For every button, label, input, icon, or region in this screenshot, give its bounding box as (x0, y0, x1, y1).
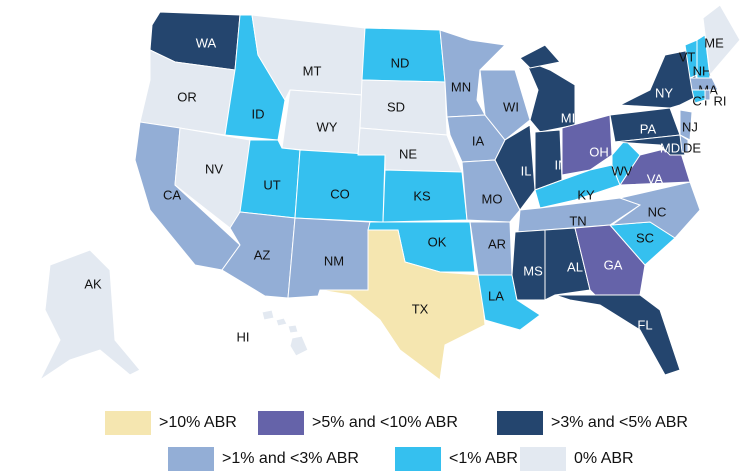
state-shape (561, 114, 613, 176)
legend-swatch (258, 411, 304, 435)
state-shape (275, 317, 288, 327)
state-layer: WA OR CA NV ID MT WY UT CO AZ NM ND SD NE KS OK TX MN IA MO… (38, 4, 741, 382)
legend-label: >3% and <5% ABR (551, 414, 688, 431)
state-shape (519, 44, 561, 69)
state-shape (461, 159, 521, 223)
state-label: WY (317, 119, 338, 134)
state-label: WV (612, 163, 633, 178)
legend-label: >1% and <3% ABR (222, 450, 359, 467)
state-label: NY (655, 85, 673, 100)
state-label: LA (488, 288, 504, 303)
state-label: FL (637, 317, 652, 332)
legend-swatch (497, 411, 543, 435)
state-label: AK (84, 276, 102, 291)
state-label: NM (324, 253, 344, 268)
state-label: OK (428, 234, 447, 249)
legend-swatch (395, 447, 441, 471)
state-label: SC (636, 230, 654, 245)
state-label: MO (482, 191, 503, 206)
state-label: DE (683, 140, 701, 155)
state-shape (439, 29, 507, 118)
legend-label: 0% ABR (574, 450, 634, 467)
state-label: IA (472, 133, 485, 148)
state-label: NV (205, 161, 223, 176)
state-label: ID (252, 106, 265, 121)
state-label: WA (196, 35, 217, 50)
state-label: TX (412, 301, 429, 316)
state-shape (702, 4, 741, 77)
state-label: HI (237, 329, 250, 344)
state-label: NE (399, 146, 417, 161)
state-shape (524, 59, 576, 133)
state-label: KS (413, 188, 431, 203)
state-label: NJ (682, 119, 698, 134)
state-label: MT (303, 63, 322, 78)
state-label: AZ (254, 247, 271, 262)
state-shape (38, 249, 141, 382)
state-label: CA (163, 187, 181, 202)
legend-label: >5% and <10% ABR (312, 414, 458, 431)
state-label: WI (503, 99, 519, 114)
state-label: KY (577, 187, 595, 202)
state-shape (689, 77, 719, 91)
state-shape (494, 124, 536, 211)
state-label: MI (561, 110, 575, 125)
state-label: IL (521, 163, 532, 178)
state-label: OR (177, 89, 197, 104)
state-label: NC (648, 204, 667, 219)
legend: >10% ABR >5% and <10% ABR >3% and <5% ABR >… (105, 411, 688, 471)
state-shape (287, 324, 299, 334)
state-label: TN (569, 213, 586, 228)
state-shape (679, 109, 693, 141)
state-label: UT (263, 177, 280, 192)
legend-swatch (520, 447, 566, 471)
state-shape (610, 181, 701, 239)
state-label: PA (640, 121, 657, 136)
legend-swatch (168, 447, 214, 471)
state-label: CO (330, 186, 350, 201)
state-shape (544, 227, 591, 301)
state-label: NH (693, 63, 712, 78)
legend-swatch (105, 411, 151, 435)
state-shape (319, 229, 486, 381)
state-shape (704, 89, 711, 101)
state-label: SD (387, 99, 405, 114)
state-label: GA (604, 257, 623, 272)
legend-label: >10% ABR (159, 414, 237, 431)
state-label: AL (567, 259, 583, 274)
state-label: VA (647, 171, 664, 186)
state-label: RI (714, 93, 727, 108)
state-label: VT (679, 49, 696, 64)
state-shape (479, 69, 531, 141)
state-label: MD (660, 140, 680, 155)
state-label: MN (451, 79, 471, 94)
state-shape (679, 134, 689, 153)
state-label: AR (488, 236, 506, 251)
legend-label: <1% ABR (449, 450, 518, 467)
state-label: ME (704, 35, 724, 50)
state-label: MS (523, 263, 543, 278)
state-shape (289, 335, 309, 357)
state-shape (614, 134, 686, 156)
state-label: ND (391, 55, 410, 70)
state-label: OH (589, 144, 609, 159)
state-shape (554, 294, 681, 376)
state-shape (261, 309, 275, 321)
